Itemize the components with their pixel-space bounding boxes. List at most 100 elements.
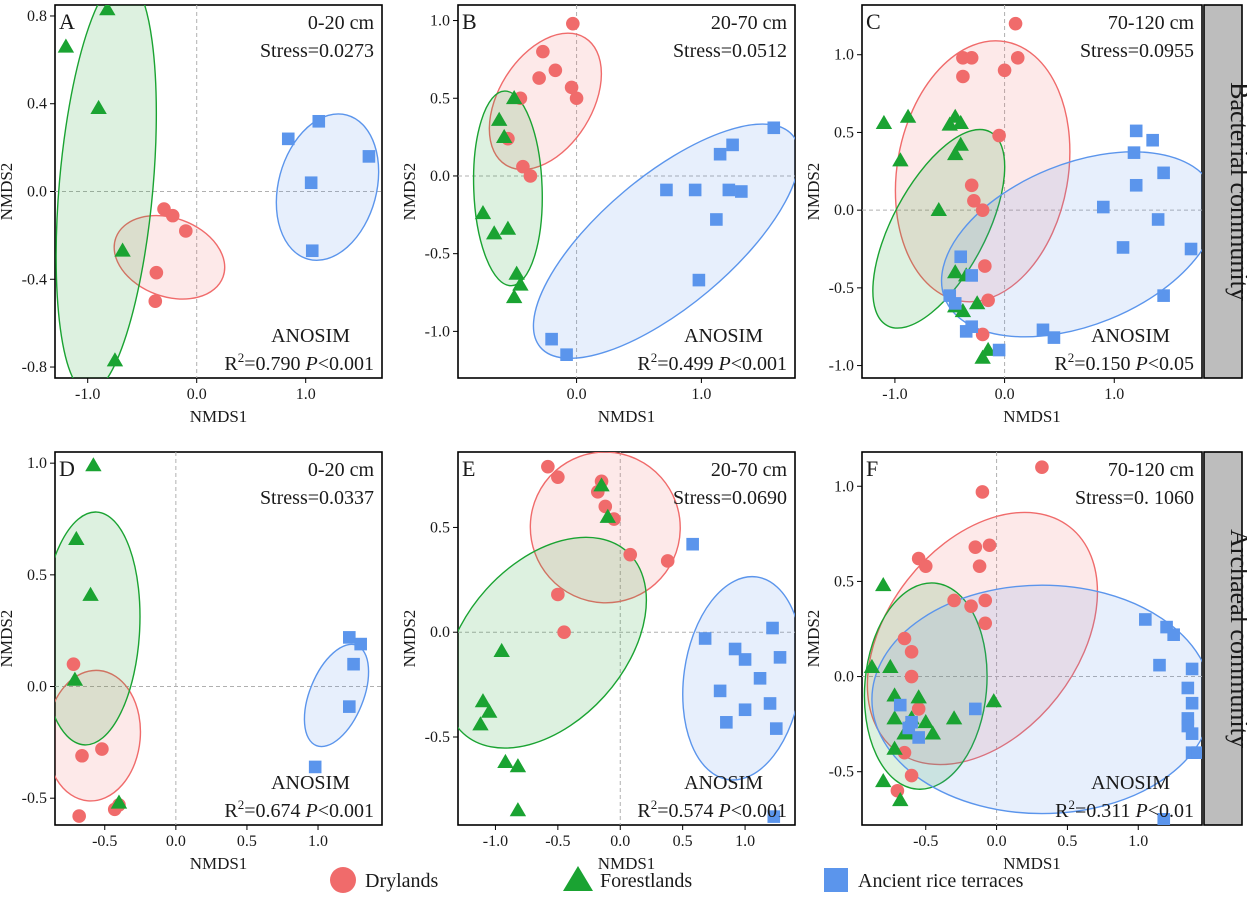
point-ancient-rice-terraces	[686, 537, 699, 551]
depth-label: 70-120 cm	[1108, 459, 1195, 481]
r2-symbol: R	[1054, 353, 1068, 375]
x-tick-label: 0.0	[995, 386, 1015, 403]
point-ancient-rice-terraces	[1116, 241, 1130, 254]
y-axis-title: NMDS2	[0, 163, 16, 221]
stress-label: Stress=0.0690	[673, 487, 787, 509]
point-forestlands	[106, 352, 124, 367]
point-drylands	[992, 128, 1006, 143]
point-forestlands	[968, 295, 986, 310]
ellipse-ancient-rice-terraces	[532, 123, 795, 360]
point-drylands	[981, 293, 995, 308]
ellipse-ancient-rice-terraces	[871, 584, 1202, 815]
p-symbol: P	[305, 800, 318, 822]
point-ancient-rice-terraces	[362, 150, 376, 163]
point-forestlands	[892, 152, 909, 167]
p-value: <0.001	[318, 800, 374, 822]
panel-letter: E	[462, 456, 475, 481]
anosim-statistics: R2=0.574 P<0.001	[637, 797, 787, 822]
y-tick-label: -1.0	[829, 358, 854, 375]
x-tick-label: 0.0	[166, 833, 186, 850]
point-ancient-rice-terraces	[347, 657, 360, 671]
point-forestlands	[82, 586, 99, 601]
point-forestlands	[886, 687, 903, 702]
stress-label: Stress=0.0273	[260, 40, 374, 62]
anosim-label: ANOSIM	[1091, 772, 1170, 794]
strip-label: Archaeal community	[1225, 529, 1247, 748]
y-axis-title: NMDS2	[400, 163, 419, 221]
x-tick-label: -0.5	[92, 833, 117, 850]
r2-symbol: R	[637, 353, 651, 375]
point-ancient-rice-terraces	[1151, 213, 1165, 226]
point-drylands	[904, 645, 919, 659]
point-forestlands	[99, 5, 116, 16]
point-forestlands	[924, 725, 942, 740]
point-ancient-rice-terraces	[769, 722, 783, 735]
point-ancient-rice-terraces	[722, 183, 736, 197]
y-tick-label: 0.5	[27, 567, 47, 584]
x-axis-title: NMDS1	[190, 407, 248, 426]
point-ancient-rice-terraces	[738, 653, 752, 666]
point-ancient-rice-terraces	[343, 631, 356, 644]
point-drylands	[148, 294, 163, 309]
point-drylands	[964, 178, 979, 193]
point-forestlands	[68, 530, 85, 546]
point-ancient-rice-terraces	[902, 721, 916, 735]
point-forestlands	[875, 114, 893, 130]
legend-label: Forestlands	[600, 870, 692, 892]
point-ancient-rice-terraces	[1139, 613, 1152, 626]
point-forestlands	[497, 753, 514, 769]
point-ancient-rice-terraces	[713, 684, 727, 698]
point-forestlands	[917, 714, 934, 729]
panel-c: -1.0 0.0 1.0 -1.0 -0.5 0.0 0.5 1.0 NMDS1 NMDS2 C 70…	[804, 4, 1203, 426]
point-forestlands	[512, 276, 529, 291]
x-tick-label: -0.5	[913, 833, 938, 850]
point-drylands	[165, 208, 180, 223]
plot-area	[458, 452, 795, 825]
point-forestlands	[945, 710, 963, 725]
row-strip-1: Bacterial community	[1203, 4, 1247, 379]
x-tick-label: 0.0	[187, 386, 207, 403]
x-tick-label: 0.0	[610, 833, 630, 850]
y-tick-label: -0.4	[22, 271, 47, 288]
point-ancient-rice-terraces	[1185, 727, 1199, 740]
depth-label: 0-20 cm	[308, 12, 375, 34]
y-tick-label: 0.5	[430, 519, 450, 536]
point-forestlands	[499, 220, 517, 235]
y-tick-label: 0.0	[834, 202, 854, 219]
p-symbol: P	[305, 353, 318, 375]
y-tick-label: 1.0	[430, 13, 450, 30]
legend-label: Ancient rice terraces	[858, 870, 1024, 892]
point-forestlands	[85, 457, 102, 472]
r2-superscript: 2	[238, 350, 245, 365]
legend-item-ancient-rice-terraces: Ancient rice terraces	[824, 868, 1024, 892]
point-ancient-rice-terraces	[660, 183, 673, 197]
r2-value: =0.499	[657, 353, 718, 375]
ellipse-forestlands	[55, 5, 158, 378]
panel-letter: C	[866, 9, 881, 34]
depth-label: 0-20 cm	[308, 459, 375, 481]
point-forestlands	[886, 740, 903, 755]
point-drylands	[532, 71, 546, 85]
point-forestlands	[875, 577, 892, 592]
point-drylands	[569, 91, 584, 106]
point-drylands	[72, 809, 86, 823]
point-drylands	[972, 559, 987, 573]
point-ancient-rice-terraces	[767, 810, 781, 823]
point-ancient-rice-terraces	[954, 250, 968, 264]
plot-area	[862, 5, 1202, 378]
plot-area	[55, 452, 382, 825]
point-forestlands	[509, 758, 527, 773]
depth-label: 70-120 cm	[1108, 12, 1195, 34]
point-drylands	[904, 768, 919, 783]
panel-letter: F	[866, 456, 878, 481]
y-tick-label: 1.0	[834, 478, 854, 495]
point-forestlands	[509, 802, 527, 817]
point-ancient-rice-terraces	[1096, 200, 1110, 214]
ellipse-ancient-rice-terraces	[275, 113, 380, 261]
point-forestlands	[474, 205, 492, 220]
legend-marker-triangle	[563, 866, 593, 891]
point-ancient-rice-terraces	[1146, 133, 1159, 147]
point-forestlands	[875, 773, 892, 788]
panel-b: 0.0 1.0 -1.0 -0.5 0.0 0.5 1.0 NMDS1 NMDS2 B 20-70 …	[400, 4, 796, 426]
point-drylands	[964, 51, 979, 65]
